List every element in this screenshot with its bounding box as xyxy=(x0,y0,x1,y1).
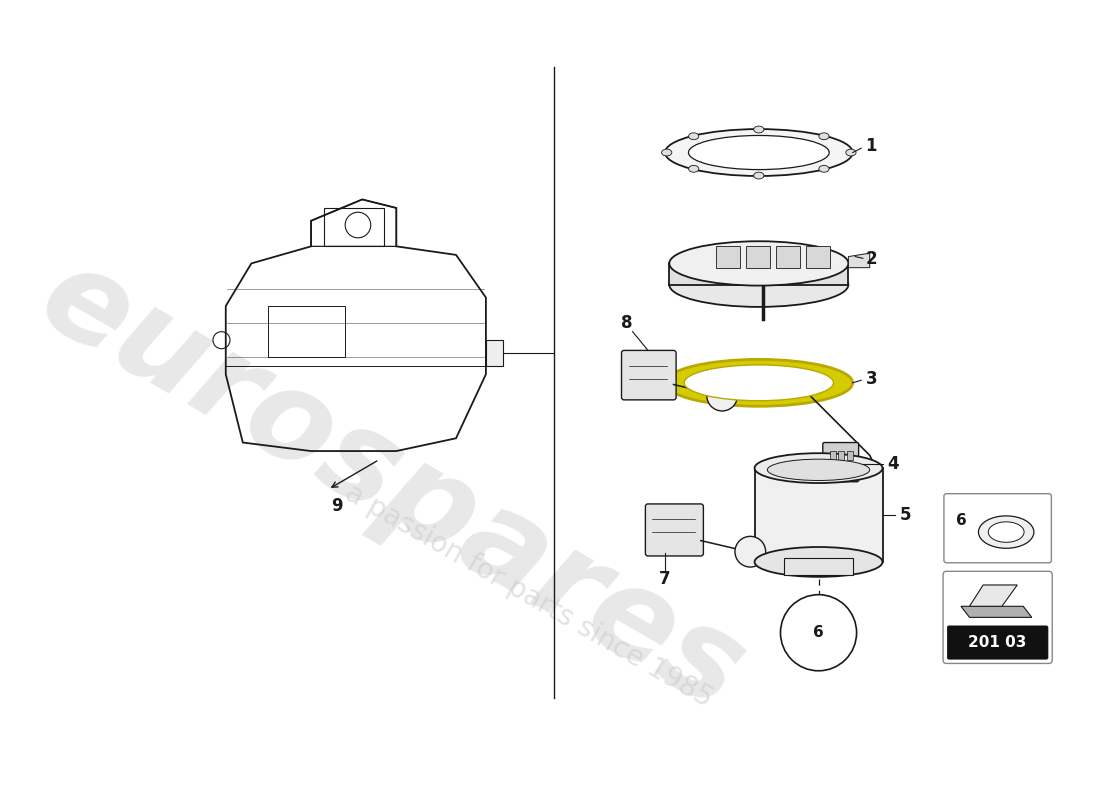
Bar xyxy=(838,451,844,459)
Ellipse shape xyxy=(669,242,848,286)
Bar xyxy=(323,208,384,246)
Text: 2: 2 xyxy=(866,250,877,268)
Bar xyxy=(716,246,740,268)
Ellipse shape xyxy=(988,522,1024,542)
Ellipse shape xyxy=(669,262,848,307)
Ellipse shape xyxy=(689,166,698,172)
Circle shape xyxy=(735,536,766,567)
Ellipse shape xyxy=(979,516,1034,548)
FancyBboxPatch shape xyxy=(621,350,676,400)
Polygon shape xyxy=(969,585,1018,606)
FancyBboxPatch shape xyxy=(947,626,1048,659)
Ellipse shape xyxy=(755,547,882,577)
Ellipse shape xyxy=(666,359,852,406)
Ellipse shape xyxy=(684,365,834,401)
FancyBboxPatch shape xyxy=(943,571,1053,663)
Ellipse shape xyxy=(818,133,829,140)
Ellipse shape xyxy=(805,618,832,643)
Text: 8: 8 xyxy=(620,314,632,332)
Text: a passion for parts since 1985: a passion for parts since 1985 xyxy=(340,479,717,713)
Ellipse shape xyxy=(661,149,672,156)
Ellipse shape xyxy=(818,166,829,172)
Bar xyxy=(755,468,882,562)
Ellipse shape xyxy=(796,608,840,652)
Ellipse shape xyxy=(666,129,852,176)
Bar xyxy=(776,246,800,268)
Bar xyxy=(268,306,345,358)
FancyBboxPatch shape xyxy=(944,494,1052,562)
Ellipse shape xyxy=(689,135,829,170)
Ellipse shape xyxy=(768,459,870,481)
Text: 7: 7 xyxy=(659,570,671,588)
Text: 201 03: 201 03 xyxy=(968,635,1026,650)
Bar xyxy=(847,451,852,459)
FancyBboxPatch shape xyxy=(823,442,859,482)
Polygon shape xyxy=(961,606,1032,618)
Bar xyxy=(746,246,770,268)
Bar xyxy=(784,558,852,574)
Text: 4: 4 xyxy=(887,455,899,473)
Polygon shape xyxy=(486,340,503,366)
Bar xyxy=(805,246,829,268)
Text: 9: 9 xyxy=(331,498,342,515)
FancyBboxPatch shape xyxy=(646,504,703,556)
Text: 5: 5 xyxy=(900,506,911,524)
Polygon shape xyxy=(669,263,848,285)
Ellipse shape xyxy=(846,149,856,156)
Bar xyxy=(829,451,836,459)
Circle shape xyxy=(707,380,737,411)
Ellipse shape xyxy=(754,126,763,133)
Ellipse shape xyxy=(689,133,698,140)
Text: 1: 1 xyxy=(866,137,877,154)
Text: 3: 3 xyxy=(866,370,877,387)
Text: eurospares: eurospares xyxy=(20,235,764,735)
Ellipse shape xyxy=(755,453,882,483)
Text: 6: 6 xyxy=(957,514,967,529)
Polygon shape xyxy=(848,253,870,268)
Ellipse shape xyxy=(754,172,763,179)
Text: 6: 6 xyxy=(813,626,824,640)
